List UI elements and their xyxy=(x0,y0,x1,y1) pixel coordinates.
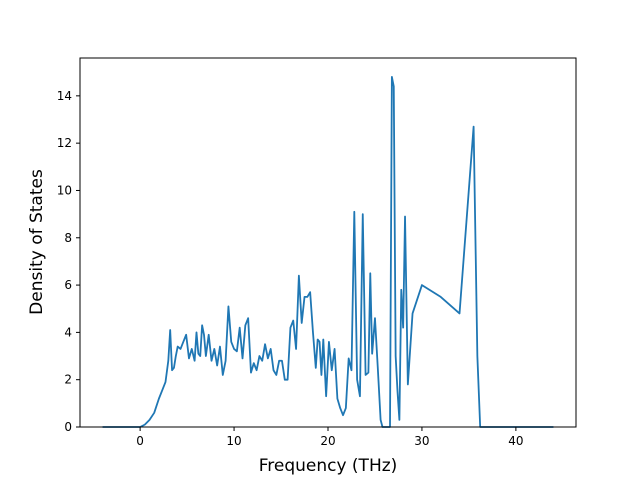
y-tick-label: 12 xyxy=(57,136,72,150)
y-tick-label: 4 xyxy=(64,325,72,339)
y-tick-label: 10 xyxy=(57,183,72,197)
x-axis-label: Frequency (THz) xyxy=(259,456,398,476)
series-layer xyxy=(102,76,554,428)
x-tick-label: 30 xyxy=(414,434,429,448)
y-tick-label: 8 xyxy=(64,231,72,245)
x-tick-label: 0 xyxy=(136,434,144,448)
x-tick-label: 20 xyxy=(320,434,335,448)
y-axis-ticks: 0 2 4 6 8 10 12 14 xyxy=(57,89,80,434)
y-tick-label: 6 xyxy=(64,278,72,292)
x-tick-label: 40 xyxy=(508,434,523,448)
y-tick-label: 2 xyxy=(64,373,72,387)
y-tick-label: 0 xyxy=(64,420,72,434)
y-tick-label: 14 xyxy=(57,89,72,103)
x-axis-ticks: 0 10 20 30 40 xyxy=(136,427,524,448)
dos-series-line xyxy=(102,76,554,428)
y-axis-label: Density of States xyxy=(27,169,47,315)
x-tick-label: 10 xyxy=(226,434,241,448)
